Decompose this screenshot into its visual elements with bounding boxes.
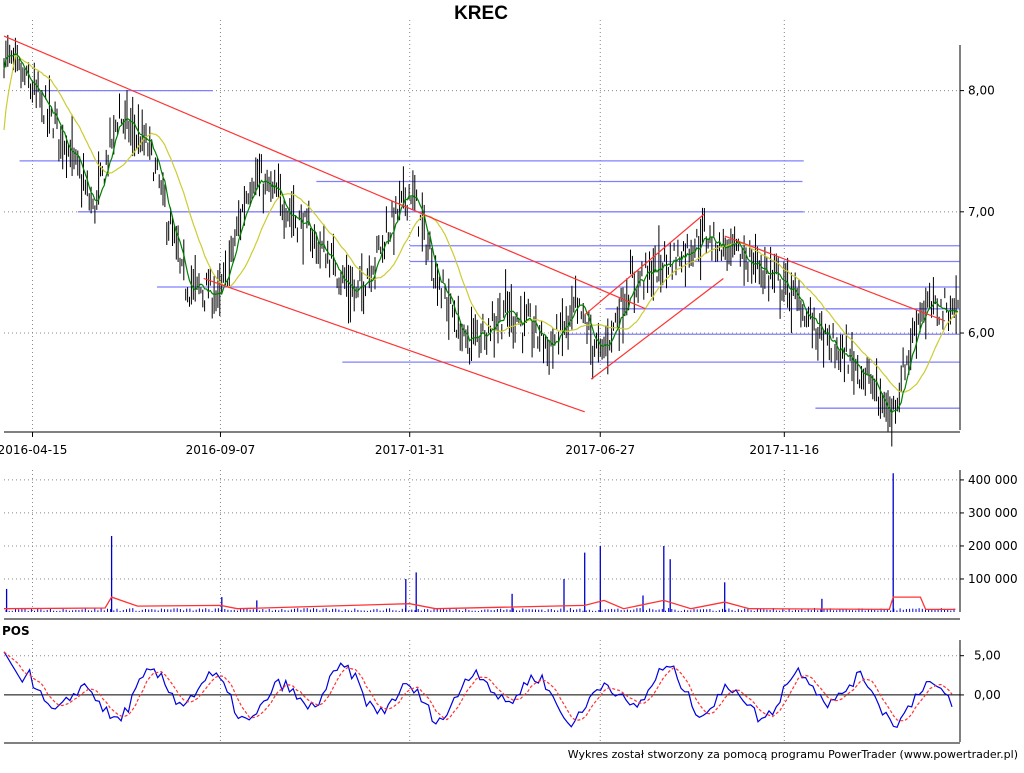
axes xyxy=(4,45,961,744)
trend-lines xyxy=(3,35,946,413)
pos-panel-title: POS xyxy=(2,624,30,638)
volume-average xyxy=(3,596,956,611)
x-tick-label: 2016-09-07 xyxy=(186,443,256,457)
trend-line xyxy=(590,278,724,380)
trend-line xyxy=(3,35,646,310)
y-tick-label: 400 000 xyxy=(968,473,1018,487)
volume-bars xyxy=(5,473,955,612)
y-tick-label: 7,00 xyxy=(968,205,995,219)
trend-line xyxy=(724,235,946,322)
footer-credit: Wykres został stworzony za pomocą progra… xyxy=(567,748,1018,761)
moving-averages xyxy=(3,52,959,414)
chart-title: KREC xyxy=(454,3,508,24)
trend-line xyxy=(203,277,585,413)
y-tick-label: 0,00 xyxy=(974,688,1001,702)
x-tick-label: 2016-04-15 xyxy=(0,443,67,457)
y-tick-label: 5,00 xyxy=(974,649,1001,663)
y-tick-label: 6,00 xyxy=(968,326,995,340)
y-tick-label: 300 000 xyxy=(968,506,1018,520)
trend-line xyxy=(584,213,705,316)
pos-line xyxy=(3,651,953,729)
y-tick-label: 100 000 xyxy=(968,572,1018,586)
x-tick-label: 2017-01-31 xyxy=(375,443,445,457)
volume-average-line xyxy=(3,596,956,611)
axis-labels: 2016-04-15 2016-09-07 2017-01-31 2017-06-27… xyxy=(0,84,1018,702)
y-tick-label: 200 000 xyxy=(968,539,1018,553)
x-tick-label: 2017-11-16 xyxy=(749,443,819,457)
support-lines xyxy=(19,89,960,409)
pos-signal-line xyxy=(3,651,953,722)
y-tick-label: 8,00 xyxy=(968,84,995,98)
ma-short-line xyxy=(3,52,959,414)
pos-oscillator xyxy=(3,651,953,729)
ma-long-line xyxy=(3,55,959,393)
x-tick-label: 2017-06-27 xyxy=(565,443,635,457)
